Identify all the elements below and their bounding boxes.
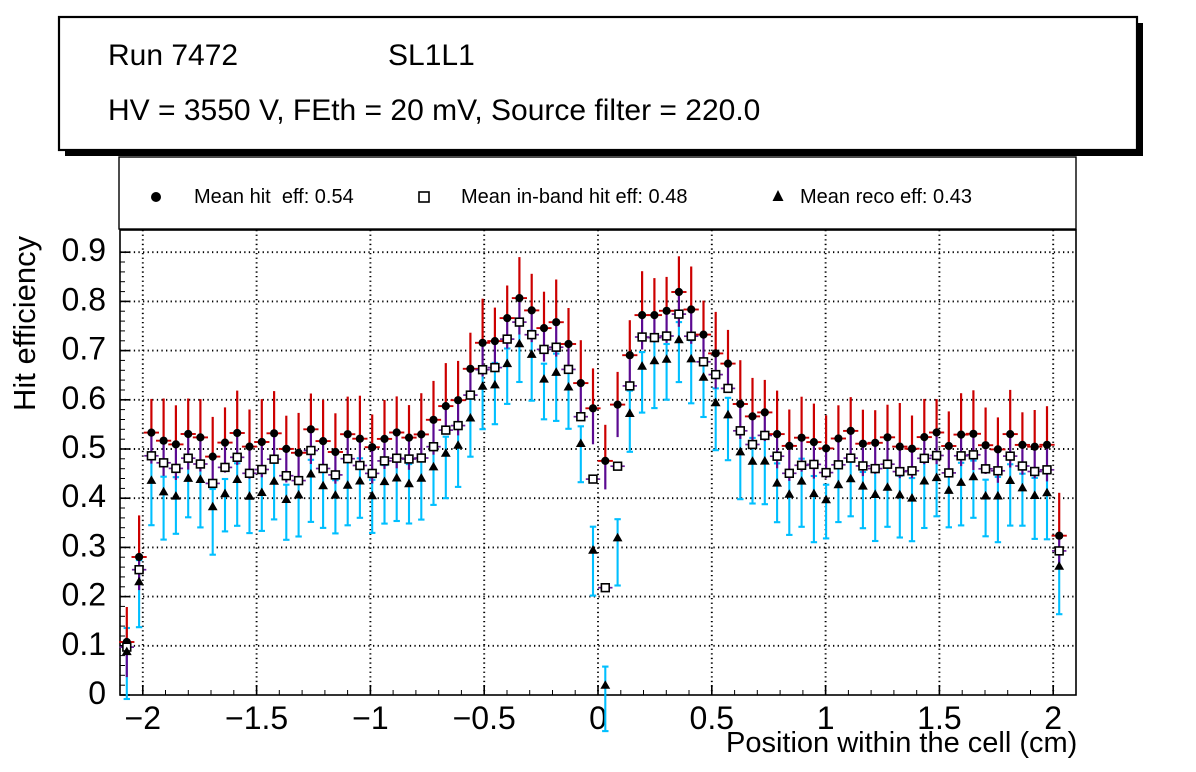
svg-text:Mean hit eff: 0.54: Mean hit eff: 0.54 [194,186,354,208]
svg-text:0.3: 0.3 [62,527,106,563]
svg-text:−1: −1 [352,700,388,736]
svg-text:0.2: 0.2 [62,577,106,613]
svg-text:−2: −2 [125,700,161,736]
svg-text:Run 7472: Run 7472 [108,39,238,72]
svg-text:0.7: 0.7 [62,331,106,367]
svg-text:Hit efficiency: Hit efficiency [7,235,42,411]
svg-text:−0.5: −0.5 [453,700,516,736]
svg-text:0.1: 0.1 [62,626,106,662]
svg-text:Mean reco eff: 0.43: Mean reco eff: 0.43 [800,186,972,208]
svg-text:HV = 3550 V, FEth = 20 mV, Sou: HV = 3550 V, FEth = 20 mV, Source filter… [108,94,760,127]
svg-text:Mean in-band hit eff: 0.48: Mean in-band hit eff: 0.48 [461,186,687,208]
svg-text:0: 0 [88,675,106,711]
svg-text:−1.5: −1.5 [225,700,288,736]
svg-text:SL1L1: SL1L1 [388,39,475,72]
svg-text:0.6: 0.6 [62,380,106,416]
svg-text:0.8: 0.8 [62,281,106,317]
svg-text:Position within the cell (cm): Position within the cell (cm) [726,727,1077,759]
svg-text:0.4: 0.4 [62,478,106,514]
svg-text:0.5: 0.5 [62,429,106,465]
svg-text:0.9: 0.9 [62,232,106,268]
